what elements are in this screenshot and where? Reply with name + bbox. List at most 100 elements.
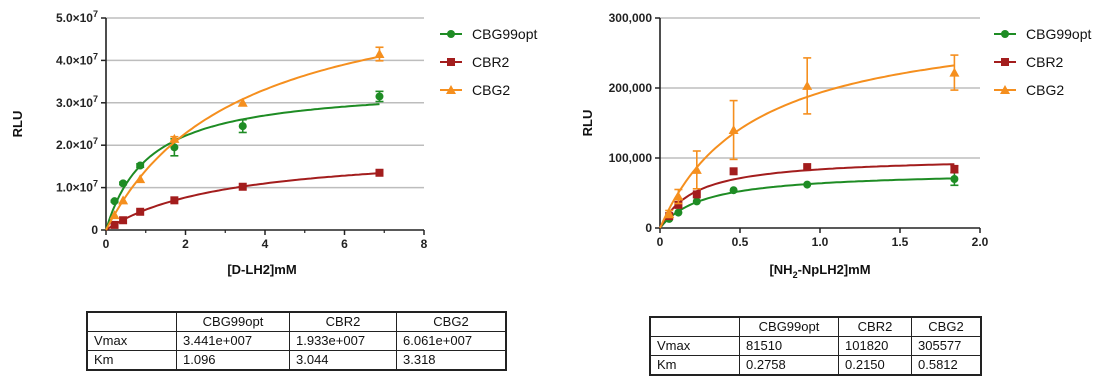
table-header-row: CBG99opt CBR2 CBG2 <box>86 311 507 332</box>
table-header-cell: CBR2 <box>289 311 397 332</box>
series-cbr2 <box>659 163 959 229</box>
data-point <box>950 165 959 174</box>
legend-label: CBG99opt <box>472 26 537 42</box>
data-point <box>135 174 146 184</box>
data-point <box>692 190 701 199</box>
table-cell: 0.2758 <box>739 355 839 376</box>
data-point <box>950 175 959 183</box>
legend-marker <box>447 58 455 66</box>
data-point <box>238 122 247 131</box>
table-cell: Vmax <box>649 336 740 356</box>
kinetics-table-left: CBG99opt CBR2 CBG2 Vmax 3.441e+007 1.933… <box>86 311 507 371</box>
x-tick-label: 1.0 <box>812 235 829 249</box>
legend-label: CBG99opt <box>1026 26 1091 42</box>
data-point <box>802 80 813 90</box>
y-axis-label: RLU <box>580 110 595 137</box>
legend-marker <box>1001 58 1009 66</box>
x-axis-label: [NH2-NpLH2]mM <box>769 262 870 280</box>
legend-label: CBR2 <box>472 54 510 70</box>
data-point <box>374 49 385 59</box>
y-tick-label: 300,000 <box>609 11 653 25</box>
y-tick-label: 100,000 <box>609 151 653 165</box>
legend-item-cbr2: CBR2 <box>440 54 510 70</box>
y-tick-label: 4.0×107 <box>56 51 98 67</box>
data-point <box>170 196 179 205</box>
table-cell: 1.096 <box>176 350 290 371</box>
legend-label: CBR2 <box>1026 54 1064 70</box>
legend-marker <box>446 85 456 94</box>
table-row: Vmax 3.441e+007 1.933e+007 6.061e+007 <box>86 331 507 351</box>
figure: 0 1.0×107 2.0×107 3.0×107 4.0×107 5.0×107 0 2 4 6… <box>10 9 1091 280</box>
x-tick-label: 6 <box>341 237 348 251</box>
y-tick-label: 0 <box>91 223 98 237</box>
data-point <box>110 197 119 206</box>
legend-item-cbg99opt: CBG99opt <box>440 26 537 42</box>
x-tick-label: 0 <box>103 237 110 251</box>
y-tick-label: 0 <box>645 221 652 235</box>
x-tick-label: 2 <box>182 237 189 251</box>
data-point <box>238 182 247 191</box>
data-point <box>375 92 384 101</box>
table-cell: 101820 <box>838 336 912 356</box>
x-tick-label: 8 <box>421 237 428 251</box>
legend-label: CBG2 <box>472 82 510 98</box>
y-tick-label: 1.0×107 <box>56 179 98 195</box>
data-point <box>692 197 701 206</box>
y-axis-label: RLU <box>10 111 25 138</box>
kinetics-table-right: CBG99opt CBR2 CBG2 Vmax 81510 101820 305… <box>649 316 982 376</box>
table-header-cell: CBG2 <box>911 316 982 337</box>
table-header-cell: CBG99opt <box>739 316 839 337</box>
data-point <box>375 168 384 177</box>
x-tick-label: 1.5 <box>892 235 909 249</box>
table-header-cell: CBG2 <box>396 311 507 332</box>
series-cbg2 <box>659 54 960 229</box>
data-point <box>136 161 145 170</box>
data-point <box>119 216 128 225</box>
y-tick-label: 2.0×107 <box>56 136 98 152</box>
table-cell: 1.933e+007 <box>289 331 397 351</box>
data-point <box>110 220 119 229</box>
data-point <box>803 180 812 189</box>
fit-curve <box>105 172 380 231</box>
table-header-row: CBG99opt CBR2 CBG2 <box>649 316 982 337</box>
legend-marker <box>1001 30 1009 38</box>
table-cell: 3.044 <box>289 350 397 371</box>
legend-marker <box>1000 85 1010 94</box>
y-tick-label: 5.0×107 <box>56 9 98 25</box>
table-cell: 0.2150 <box>838 355 912 376</box>
data-point <box>664 209 675 218</box>
table-cell: 305577 <box>911 336 982 356</box>
table-row: Vmax 81510 101820 305577 <box>649 336 982 356</box>
series-cbg99opt <box>659 171 959 229</box>
data-point <box>729 186 738 195</box>
x-axis-label: [D-LH2]mM <box>227 262 296 277</box>
legend-item-cbr2: CBR2 <box>994 54 1064 70</box>
table-cell: Km <box>86 350 177 371</box>
table-cell: Km <box>649 355 740 376</box>
table-cell: 81510 <box>739 336 839 356</box>
table-header-cell <box>649 316 740 337</box>
legend-item-cbg2: CBG2 <box>994 82 1064 98</box>
x-tick-label: 4 <box>262 237 269 251</box>
data-point <box>673 191 684 201</box>
legend-marker <box>447 30 455 38</box>
table-row: Km 0.2758 0.2150 0.5812 <box>649 355 982 376</box>
data-point <box>109 210 120 220</box>
x-tick-label: 0 <box>657 235 664 249</box>
data-point <box>119 179 128 188</box>
legend-item-cbg2: CBG2 <box>440 82 510 98</box>
table-row: Km 1.096 3.044 3.318 <box>86 350 507 371</box>
data-point <box>803 163 812 172</box>
data-point <box>728 125 739 134</box>
table-cell: 3.318 <box>396 350 507 371</box>
table-header-cell: CBR2 <box>838 316 912 337</box>
legend-label: CBG2 <box>1026 82 1064 98</box>
data-point <box>949 67 960 77</box>
table-cell: 6.061e+007 <box>396 331 507 351</box>
series-cbg2 <box>105 46 385 231</box>
table-header-cell: CBG99opt <box>176 311 290 332</box>
data-point <box>691 164 702 174</box>
x-tick-label: 0.5 <box>732 235 749 249</box>
data-point <box>136 207 145 216</box>
data-point <box>729 167 738 176</box>
